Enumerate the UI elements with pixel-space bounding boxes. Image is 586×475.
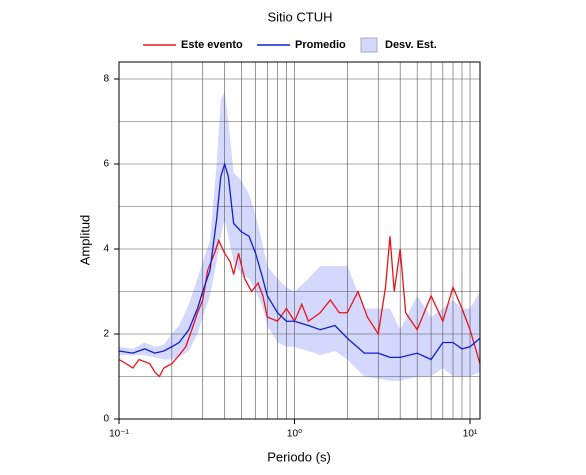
x-axis-label: Periodo (s) [267,449,331,464]
y-tick-label: 6 [103,159,109,170]
plot-frame [118,61,481,420]
y-tick-label: 0 [103,414,109,425]
y-tick-label: 2 [103,329,109,340]
x-tick-label: 10⁰ [287,429,302,440]
legend-label: Desv. Est. [385,39,437,51]
legend-label: Promedio [295,39,346,51]
series-line [118,236,481,378]
std-band [119,91,480,381]
legend-swatch [360,37,378,53]
x-tick-label: 10¹ [463,429,478,440]
y-tick-label: 4 [103,244,109,255]
y-tick-label: 8 [103,74,109,85]
x-tick-label: 10⁻¹ [109,429,129,440]
y-axis-label: Amplitud [77,215,92,266]
legend-label: Este evento [181,39,243,51]
series-line [118,161,481,361]
chart-title: Sitio CTUH [267,9,332,24]
